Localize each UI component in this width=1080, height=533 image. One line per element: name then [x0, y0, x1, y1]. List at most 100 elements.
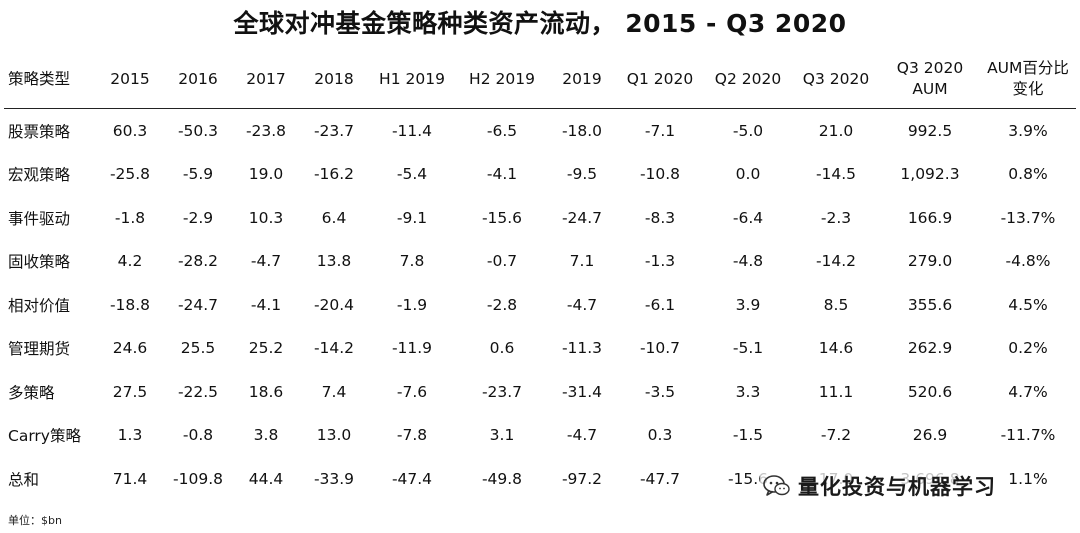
table-cell: -7.6 — [396, 382, 428, 401]
table-cell: 19.0 — [248, 165, 284, 184]
table-cell: -9.1 — [396, 208, 428, 227]
table-cell: 4.2 — [117, 252, 143, 271]
table-cell: -8.3 — [644, 208, 676, 227]
column-header: Q3 2020 — [792, 50, 880, 109]
column-header: 2017 — [232, 50, 300, 109]
table-cell: -4.7 — [566, 295, 598, 314]
column-header: H2 2019 — [456, 50, 548, 109]
table-cell: -1.9 — [396, 295, 428, 314]
column-header: 2016 — [164, 50, 232, 109]
table-cell: 262.9 — [907, 339, 953, 358]
column-header-line: Q1 2020 — [626, 69, 694, 88]
table-cell: -24.7 — [561, 208, 603, 227]
table-cell: -109.8 — [173, 469, 223, 488]
column-header-line: 2018 — [314, 69, 354, 88]
table-body: 股票策略 60.3 -50.3 -23.8 -23.7 -11.4 -6.5 -18.0 -7.… — [4, 109, 1076, 501]
table-cell: 1,092.3 — [900, 165, 960, 184]
column-header: Q1 2020 — [616, 50, 704, 109]
row-label: 多策略 — [8, 383, 55, 402]
row-label: 管理期货 — [8, 340, 71, 359]
column-header: 2015 — [96, 50, 164, 109]
table-cell: 3.3 — [735, 382, 761, 401]
table-cell: -16.2 — [313, 165, 355, 184]
table-cell: -4.1 — [250, 295, 282, 314]
table-cell: -4.8 — [732, 252, 764, 271]
wechat-icon — [763, 475, 790, 496]
table-cell: -3.5 — [644, 382, 676, 401]
column-header-line: 2017 — [246, 69, 286, 88]
table-cell: -7.8 — [396, 426, 428, 445]
table-cell: -13.7% — [1000, 208, 1056, 227]
table-cell: 1.1% — [1008, 469, 1048, 488]
table-cell: -31.4 — [561, 382, 603, 401]
table-cell: 4.5% — [1008, 295, 1048, 314]
watermark: 量化投资与机器学习 — [760, 470, 1002, 502]
table-header: 策略类型 2015 2016 2017 2018 H1 2019 H2 2019 2019 Q1… — [4, 50, 1076, 109]
header-row: 策略类型 2015 2016 2017 2018 H1 2019 H2 2019 2019 Q1… — [4, 50, 1076, 109]
table-cell: -47.7 — [639, 469, 681, 488]
table-cell: 0.3 — [647, 426, 673, 445]
table-cell: 18.6 — [248, 382, 284, 401]
column-header: Q2 2020 — [704, 50, 792, 109]
table-cell: 0.6 — [489, 339, 515, 358]
table-cell: -23.8 — [245, 121, 287, 140]
column-header-line: Q3 2020 — [896, 59, 964, 77]
table-cell: 3.1 — [489, 426, 515, 445]
table-cell: -11.4 — [391, 121, 433, 140]
table-cell: 166.9 — [907, 208, 953, 227]
table-title: 全球对冲基金策略种类资产流动， 2015 - Q3 2020 — [233, 9, 847, 38]
table-cell: -7.1 — [644, 121, 676, 140]
table-cell: -10.7 — [639, 339, 681, 358]
column-header: H1 2019 — [368, 50, 456, 109]
table-cell: 11.1 — [818, 382, 854, 401]
column-header: Q3 2020 AUM — [880, 50, 980, 109]
table-row: 相对价值 -18.8 -24.7 -4.1 -20.4 -1.9 -2.8 -4.7 -6.1 3… — [4, 283, 1076, 327]
column-header: 2019 — [548, 50, 616, 109]
table-cell: -11.7% — [1000, 426, 1056, 445]
table-cell: 7.4 — [321, 382, 347, 401]
table-cell: 13.8 — [316, 252, 352, 271]
table-cell: -1.3 — [644, 252, 676, 271]
table-cell: 4.7% — [1008, 382, 1048, 401]
table-cell: -23.7 — [481, 382, 523, 401]
table-cell: -11.3 — [561, 339, 603, 358]
watermark-text: 量化投资与机器学习 — [798, 475, 996, 499]
table-cell: -0.8 — [182, 426, 214, 445]
table-cell: 3.9 — [735, 295, 761, 314]
table-cell: -22.5 — [177, 382, 219, 401]
table-cell: -1.5 — [732, 426, 764, 445]
table-cell: -23.7 — [313, 121, 355, 140]
table-cell: 44.4 — [248, 469, 284, 488]
row-label: Carry策略 — [8, 427, 81, 446]
table-cell: -2.8 — [486, 295, 518, 314]
row-label: 固收策略 — [8, 253, 71, 272]
column-header-strategy: 策略类型 — [4, 50, 96, 109]
table-cell: -20.4 — [313, 295, 355, 314]
table-cell: -4.8% — [1005, 252, 1051, 271]
table-cell: 0.8% — [1008, 165, 1048, 184]
table-cell: -5.1 — [732, 339, 764, 358]
table-cell: -1.8 — [114, 208, 146, 227]
row-label: 宏观策略 — [8, 166, 71, 185]
column-header-line: 策略类型 — [8, 69, 71, 88]
table-cell: -4.7 — [250, 252, 282, 271]
table-cell: -47.4 — [391, 469, 433, 488]
table-row: 多策略 27.5 -22.5 18.6 7.4 -7.6 -23.7 -31.4 -3.5 3.3… — [4, 370, 1076, 414]
table-cell: 355.6 — [907, 295, 953, 314]
row-label: 总和 — [8, 470, 40, 489]
table-cell: -2.9 — [182, 208, 214, 227]
column-header: 2018 — [300, 50, 368, 109]
table-cell: 26.9 — [912, 426, 948, 445]
table-cell: 10.3 — [248, 208, 284, 227]
table-cell: 25.5 — [180, 339, 216, 358]
table-cell: 279.0 — [907, 252, 953, 271]
column-header: AUM百分比 变化 — [980, 50, 1076, 109]
table-cell: -50.3 — [177, 121, 219, 140]
table-cell: 27.5 — [112, 382, 148, 401]
table-cell: -14.2 — [313, 339, 355, 358]
table-cell: -5.9 — [182, 165, 214, 184]
table-cell: -2.3 — [820, 208, 852, 227]
table-cell: 992.5 — [907, 121, 953, 140]
table-cell: -5.4 — [396, 165, 428, 184]
column-header-line: 变化 — [1012, 80, 1044, 98]
